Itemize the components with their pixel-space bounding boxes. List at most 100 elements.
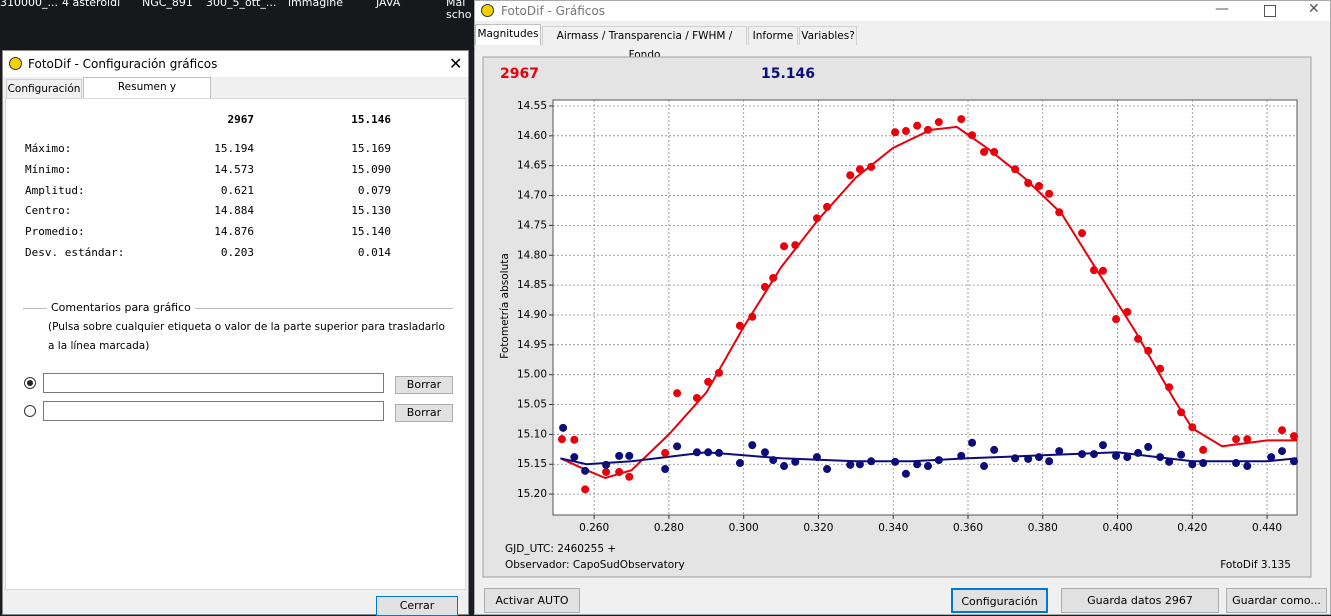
data-point bbox=[714, 448, 723, 457]
desktop-icon-label: JAVA bbox=[376, 0, 401, 9]
row-value: 14.876 bbox=[214, 225, 254, 239]
fit-line bbox=[560, 451, 1297, 466]
y-tick-label: 14.75 bbox=[517, 219, 547, 231]
tab[interactable]: Configuración bbox=[6, 79, 82, 98]
data-point bbox=[704, 448, 713, 457]
data-point bbox=[1278, 426, 1287, 435]
data-point bbox=[855, 460, 864, 469]
x-tick-label: 0.260 bbox=[579, 522, 609, 534]
comment-input[interactable] bbox=[43, 373, 384, 393]
data-point bbox=[1199, 445, 1208, 454]
x-tick-label: 0.280 bbox=[654, 522, 684, 534]
close-icon[interactable]: ✕ bbox=[1308, 1, 1320, 17]
y-tick-label: 15.15 bbox=[517, 458, 547, 470]
data-point bbox=[1098, 441, 1107, 450]
clear-button[interactable]: Borrar bbox=[395, 376, 453, 394]
radio-selected[interactable] bbox=[24, 377, 36, 389]
close-icon[interactable]: ✕ bbox=[449, 54, 463, 73]
y-tick-label: 14.80 bbox=[517, 249, 547, 261]
note: Observador: CapoSudObservatory bbox=[505, 559, 685, 571]
tab-selected[interactable]: Magnitudes bbox=[475, 24, 541, 45]
x-tick-label: 0.380 bbox=[1028, 522, 1058, 534]
data-point bbox=[1134, 334, 1143, 343]
hint: a la línea marcada) bbox=[48, 340, 150, 352]
dialog-title: FotoDif - Configuración gráficos bbox=[28, 57, 218, 71]
data-point bbox=[1024, 454, 1033, 463]
y-axis-label: Fotometría absoluta bbox=[499, 253, 511, 359]
data-point bbox=[1035, 181, 1044, 190]
note: GJD_UTC: 2460255 + bbox=[505, 543, 616, 555]
data-point bbox=[615, 451, 624, 460]
data-point bbox=[957, 451, 966, 460]
tab[interactable]: Variables? bbox=[799, 26, 857, 45]
row-value: 15.090 bbox=[351, 162, 391, 176]
x-tick-label: 0.300 bbox=[729, 522, 759, 534]
data-point bbox=[1188, 423, 1197, 432]
data-point bbox=[661, 448, 670, 457]
desktop-icon-label: scho bbox=[446, 8, 472, 21]
data-point bbox=[812, 453, 821, 462]
clear-button[interactable]: Borrar bbox=[395, 404, 453, 422]
data-point bbox=[760, 448, 769, 457]
hint: (Pulsa sobre cualquier etiqueta o valor … bbox=[48, 321, 445, 333]
group-title: Comentarios para gráfico bbox=[47, 301, 195, 314]
config-dialog: FotoDif - Configuración gráficos ✕ Confi… bbox=[2, 50, 469, 616]
save-as-button[interactable]: Guardar como... bbox=[1226, 588, 1327, 613]
close-button[interactable]: Cerrar bbox=[376, 596, 458, 616]
data-point bbox=[901, 127, 910, 136]
data-point bbox=[1232, 459, 1241, 468]
data-point bbox=[1267, 453, 1276, 462]
tab[interactable]: Airmass / Transparencia / FWHM / Fondo bbox=[542, 26, 747, 61]
data-point bbox=[692, 393, 701, 402]
maximize-icon[interactable] bbox=[1264, 5, 1276, 17]
table-header: 15.146 bbox=[351, 113, 391, 126]
data-point bbox=[581, 466, 590, 475]
data-point bbox=[1123, 453, 1132, 462]
radio[interactable] bbox=[24, 405, 36, 417]
data-point bbox=[625, 451, 634, 460]
desktop-icon-label: 4 asteroidi bbox=[62, 0, 121, 9]
title-bar: FotoDif - Gráficos — ✕ bbox=[475, 1, 1330, 21]
data-point bbox=[891, 457, 900, 466]
auto-button[interactable]: Activar AUTO bbox=[484, 588, 580, 613]
y-tick-label: 14.65 bbox=[517, 160, 547, 172]
data-point bbox=[823, 465, 832, 474]
y-tick-label: 14.55 bbox=[517, 100, 547, 112]
minimize-icon[interactable]: — bbox=[1215, 1, 1229, 17]
data-point bbox=[913, 121, 922, 130]
desktop-icon-label: immagine bbox=[288, 0, 344, 9]
data-point bbox=[1078, 229, 1087, 238]
tab-panel bbox=[5, 98, 466, 590]
data-point bbox=[714, 368, 723, 377]
data-point bbox=[1156, 453, 1165, 462]
data-point bbox=[867, 162, 876, 171]
data-point bbox=[1045, 457, 1054, 466]
save-data-button[interactable]: Guarda datos 2967 bbox=[1061, 588, 1219, 613]
data-point bbox=[661, 465, 670, 474]
data-point bbox=[1177, 408, 1186, 417]
row-value: 0.014 bbox=[357, 246, 391, 259]
data-point bbox=[1055, 208, 1064, 217]
data-point bbox=[901, 469, 910, 478]
data-point bbox=[1078, 450, 1087, 459]
comment-input[interactable] bbox=[43, 401, 384, 421]
data-point bbox=[559, 423, 568, 432]
data-point bbox=[1035, 453, 1044, 462]
row-label: Máximo: bbox=[25, 142, 72, 155]
data-point bbox=[615, 468, 624, 477]
config-button[interactable]: Configuración bbox=[951, 588, 1048, 613]
data-point bbox=[934, 118, 943, 127]
row-value: 0.203 bbox=[220, 246, 254, 259]
data-point bbox=[1290, 432, 1299, 441]
y-tick-label: 15.10 bbox=[517, 428, 547, 440]
data-point bbox=[769, 456, 778, 465]
tab[interactable]: Informe bbox=[748, 26, 798, 45]
y-tick-label: 14.85 bbox=[517, 279, 547, 291]
x-tick-label: 0.360 bbox=[953, 522, 983, 534]
data-point bbox=[581, 485, 590, 494]
data-point bbox=[760, 282, 769, 291]
row-value: 15.130 bbox=[351, 204, 391, 218]
row-label: Mínimo: bbox=[25, 162, 72, 176]
data-point bbox=[1112, 315, 1121, 324]
data-point bbox=[1232, 435, 1241, 444]
